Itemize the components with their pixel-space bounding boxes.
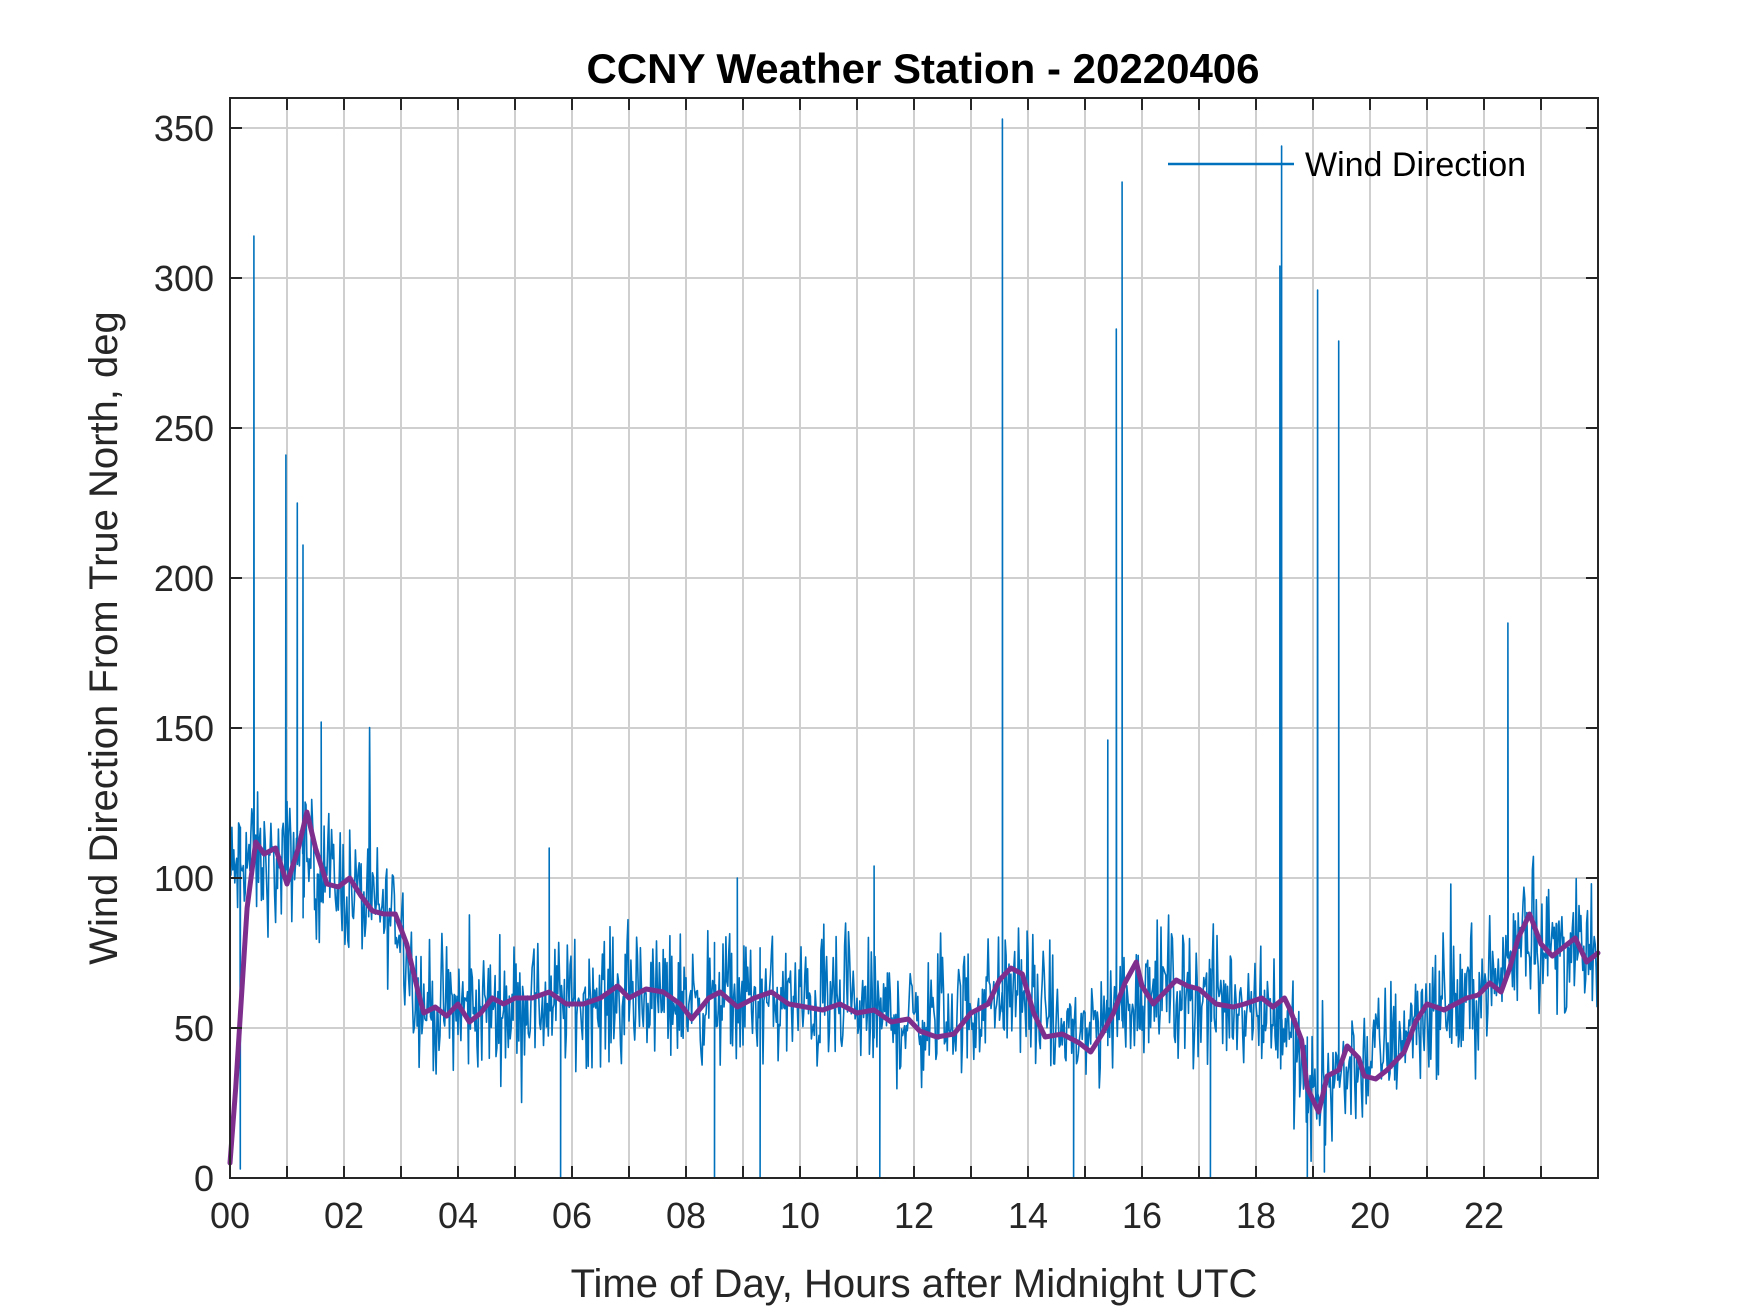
x-axis-label: Time of Day, Hours after Midnight UTC [571,1262,1258,1306]
x-tick-label: 12 [894,1195,934,1236]
legend-label-wind-direction: Wind Direction [1305,146,1526,184]
x-tick-label: 02 [324,1195,364,1236]
x-tick-label: 16 [1122,1195,1162,1236]
plot-area-frame [229,97,1599,1179]
series-moving-average [227,809,1601,1166]
y-tick-label: 250 [154,408,214,449]
moving-average-line [227,809,1601,1166]
y-tick-label: 150 [154,708,214,749]
y-axis-label: Wind Direction From True North, deg [82,311,126,965]
x-tick-label: 14 [1008,1195,1048,1236]
x-tick-label: 10 [780,1195,820,1236]
x-tick-label: 20 [1350,1195,1390,1236]
legend: Wind Direction [1168,146,1526,184]
y-tick-label: 350 [154,108,214,149]
x-tick-label: 22 [1464,1195,1504,1236]
y-tick-label: 50 [174,1008,214,1049]
x-tick-label: 08 [666,1195,706,1236]
x-tick-label: 18 [1236,1195,1276,1236]
x-tick-label: 04 [438,1195,478,1236]
y-tick-label: 0 [194,1158,214,1199]
y-tick-label: 100 [154,858,214,899]
chart-title: CCNY Weather Station - 20220406 [586,45,1259,92]
x-tick-label: 00 [210,1195,250,1236]
y-tick-label: 200 [154,558,214,599]
y-axis-tick-labels: 0 50 100 150 200 250 300 350 [154,108,214,1199]
x-tick-label: 06 [552,1195,592,1236]
y-tick-label: 300 [154,258,214,299]
x-axis-tick-labels: 00 02 04 06 08 10 12 14 16 18 20 22 [210,1195,1504,1236]
